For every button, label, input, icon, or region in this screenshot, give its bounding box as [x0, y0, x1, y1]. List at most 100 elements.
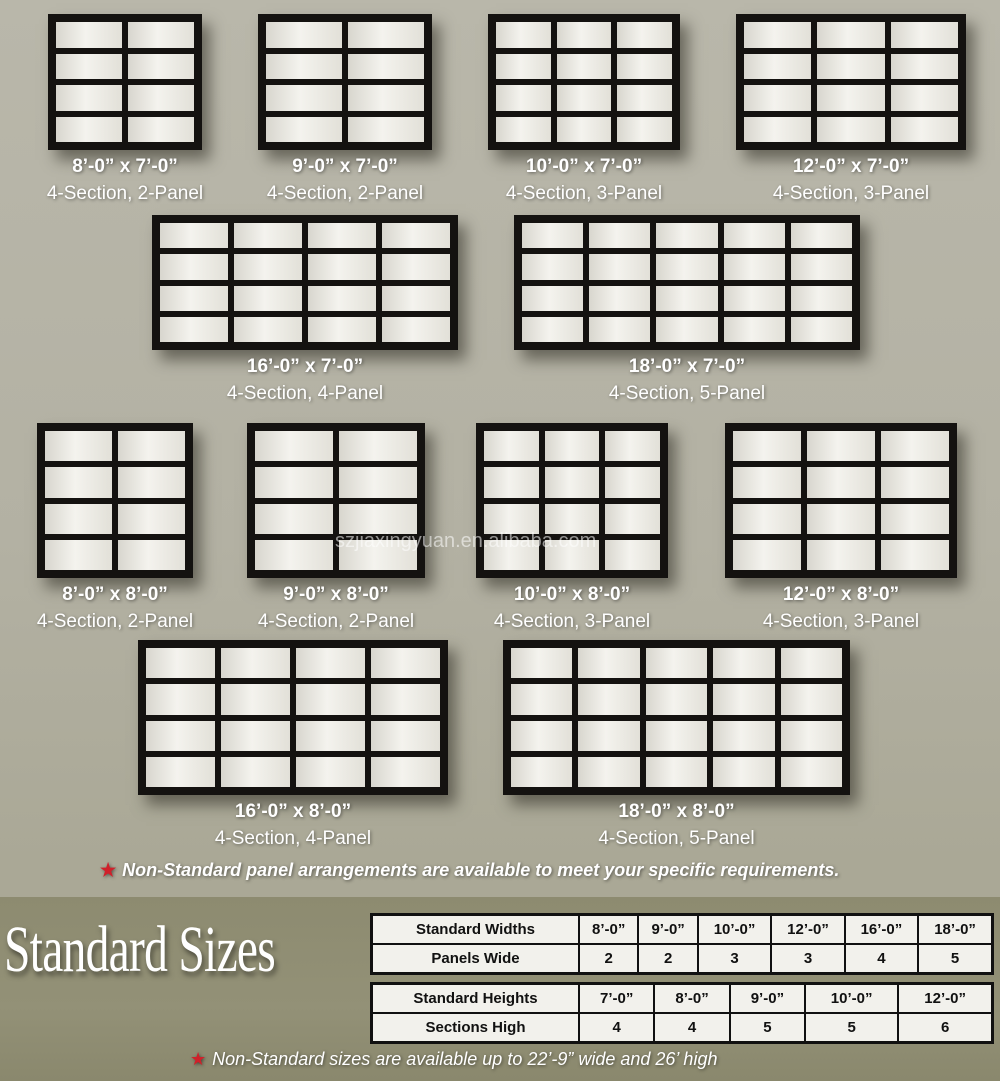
door-panel: [160, 254, 228, 280]
door-panel: [339, 503, 417, 534]
door-panel: [645, 720, 708, 751]
door-panel: [45, 503, 112, 534]
door-panel: [790, 316, 852, 342]
door-panel: [556, 22, 612, 48]
door-panel: [578, 684, 640, 715]
door-panel: [617, 116, 672, 142]
door-panel: [890, 116, 958, 142]
door-panel: [522, 254, 584, 280]
door-panel: [118, 503, 185, 534]
door-size-label: 16’-0” x 8’-0”: [234, 801, 352, 822]
door-size-label: 8’-0” x 7’-0”: [72, 156, 178, 177]
door-panel: [308, 223, 376, 249]
door-panel: [817, 22, 885, 48]
door-panel: [511, 684, 573, 715]
door-config-label: 4-Section, 5-Panel: [608, 383, 766, 404]
garage-door-diagram: [736, 14, 966, 150]
width-cell: 16’-0”: [843, 913, 920, 945]
door-config-label: 4-Section, 4-Panel: [214, 828, 372, 849]
width-cell: 12’-0”: [770, 913, 846, 945]
door-panel: [790, 285, 852, 311]
door-panel: [578, 648, 640, 679]
door-config-label: 4-Section, 2-Panel: [46, 183, 204, 204]
door-panel: [255, 503, 333, 534]
door-panel: [656, 254, 718, 280]
door-panel: [556, 85, 612, 111]
door-panel: [45, 539, 112, 570]
door-panel: [382, 316, 450, 342]
door-panel: [733, 539, 801, 570]
door-panel: [790, 254, 852, 280]
door-panel: [118, 539, 185, 570]
garage-door-diagram: [138, 640, 448, 795]
heights-header: Standard Heights: [370, 982, 580, 1014]
door-panel: [656, 223, 718, 249]
door-panel: [296, 684, 365, 715]
door-panel: [656, 285, 718, 311]
door-panel: [645, 648, 708, 679]
door-panel: [780, 756, 842, 787]
door-panel: [146, 720, 215, 751]
door-config-label: 4-Section, 5-Panel: [598, 828, 755, 849]
door-panel: [713, 720, 775, 751]
width-cell: 8’-0”: [577, 913, 640, 945]
door-panel: [733, 467, 801, 498]
door-size-label: 8’-0” x 8’-0”: [62, 584, 168, 605]
door-panel: [296, 648, 365, 679]
door-panel: [296, 756, 365, 787]
widths-table: Standard Widths 8’-0” 9’-0” 10’-0” 12’-0…: [370, 913, 994, 975]
door-panel: [890, 22, 958, 48]
size-note: ★ Non-Standard sizes are available up to …: [190, 1049, 717, 1070]
height-cell: 7’-0”: [577, 982, 656, 1014]
door-panel: [617, 85, 672, 111]
door-panel: [890, 53, 958, 79]
door-panel: [348, 53, 424, 79]
door-panel: [807, 539, 875, 570]
panel-count-cell: 2: [637, 943, 699, 975]
door-panel: [146, 684, 215, 715]
door-panel: [723, 316, 785, 342]
door-panel: [496, 116, 551, 142]
door-panel: [744, 53, 812, 79]
heights-row: Standard Heights 7’-0” 8’-0” 9’-0” 10’-0…: [370, 982, 994, 1014]
widths-row: Standard Widths 8’-0” 9’-0” 10’-0” 12’-0…: [370, 913, 994, 945]
door-panel: [605, 539, 660, 570]
section-count-cell: 4: [653, 1012, 731, 1044]
door-panel: [496, 22, 551, 48]
door-panel: [807, 467, 875, 498]
door-panel: [544, 467, 600, 498]
door-panel: [723, 285, 785, 311]
door-panel: [266, 22, 342, 48]
panel-count-cell: 4: [843, 943, 920, 975]
door-size-label: 12’-0” x 7’-0”: [792, 156, 910, 177]
panel-count-cell: 2: [577, 943, 640, 975]
door-panel: [128, 85, 194, 111]
garage-door-diagram: [247, 423, 425, 578]
width-cell: 9’-0”: [637, 913, 699, 945]
door-panel: [733, 431, 801, 462]
door-panel: [605, 467, 660, 498]
panels-header: Panels Wide: [370, 943, 580, 975]
door-panel: [617, 22, 672, 48]
door-panel: [160, 285, 228, 311]
door-panel: [522, 285, 584, 311]
door-config-label: 4-Section, 2-Panel: [36, 611, 194, 632]
panel-count-cell: 3: [770, 943, 846, 975]
door-panel: [817, 85, 885, 111]
door-panel: [723, 223, 785, 249]
door-panel: [713, 648, 775, 679]
garage-door-diagram: [48, 14, 202, 150]
height-cell: 8’-0”: [653, 982, 731, 1014]
panel-count-cell: 5: [917, 943, 994, 975]
door-config-label: 4-Section, 3-Panel: [505, 183, 663, 204]
door-panel: [234, 223, 302, 249]
door-panel: [266, 53, 342, 79]
door-panel: [308, 316, 376, 342]
door-panel: [713, 756, 775, 787]
door-panel: [544, 503, 600, 534]
door-panel: [234, 285, 302, 311]
door-panel: [511, 720, 573, 751]
door-panel: [807, 503, 875, 534]
door-panel: [371, 648, 440, 679]
